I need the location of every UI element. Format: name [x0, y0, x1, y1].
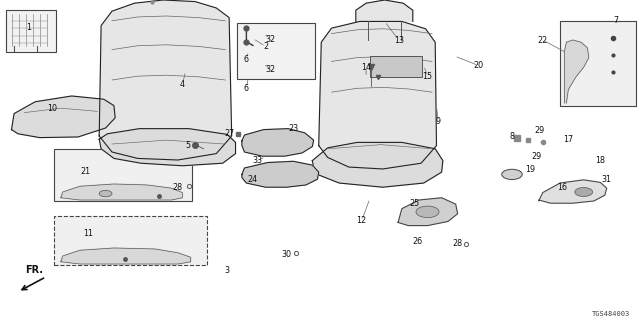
Bar — [6, 10, 56, 52]
Text: 12: 12 — [356, 216, 367, 225]
Text: 6: 6 — [244, 84, 249, 92]
Text: 24: 24 — [248, 175, 258, 184]
Text: 31: 31 — [602, 175, 612, 184]
Circle shape — [416, 206, 439, 218]
Text: 6: 6 — [244, 55, 249, 64]
Bar — [54, 216, 207, 265]
Polygon shape — [61, 184, 182, 200]
Polygon shape — [564, 40, 589, 103]
Polygon shape — [356, 0, 413, 21]
Polygon shape — [12, 96, 115, 138]
Text: 32: 32 — [266, 35, 276, 44]
Text: 1: 1 — [26, 23, 31, 32]
Polygon shape — [99, 0, 232, 160]
Text: 5: 5 — [185, 141, 190, 150]
Text: 18: 18 — [595, 156, 605, 164]
Polygon shape — [61, 248, 191, 264]
Text: 7: 7 — [614, 16, 619, 25]
Polygon shape — [99, 129, 236, 166]
Text: 22: 22 — [538, 36, 548, 44]
Text: 27: 27 — [224, 129, 234, 138]
Bar — [237, 23, 315, 79]
Text: 10: 10 — [47, 104, 58, 113]
Bar — [560, 21, 636, 106]
Text: TGS484003: TGS484003 — [592, 311, 630, 317]
Text: 29: 29 — [531, 152, 541, 161]
Text: 19: 19 — [525, 165, 535, 174]
Polygon shape — [242, 129, 314, 156]
Text: 15: 15 — [422, 72, 433, 81]
Polygon shape — [398, 198, 458, 226]
Text: 16: 16 — [557, 183, 567, 192]
Polygon shape — [539, 180, 607, 203]
Text: 28: 28 — [452, 239, 463, 248]
Circle shape — [502, 169, 522, 180]
Polygon shape — [242, 161, 319, 187]
Text: 20: 20 — [474, 61, 484, 70]
Text: 8: 8 — [509, 132, 515, 140]
Text: 29: 29 — [534, 126, 545, 135]
Bar — [54, 149, 192, 201]
Text: 4: 4 — [180, 80, 185, 89]
Text: 26: 26 — [412, 237, 422, 246]
Text: 25: 25 — [410, 199, 420, 208]
Text: 17: 17 — [563, 135, 573, 144]
Text: FR.: FR. — [25, 265, 43, 275]
Polygon shape — [312, 142, 443, 187]
Circle shape — [99, 190, 112, 197]
Circle shape — [575, 188, 593, 196]
Text: 32: 32 — [266, 65, 276, 74]
Bar — [370, 56, 422, 77]
Text: 30: 30 — [282, 250, 292, 259]
Text: 3: 3 — [225, 266, 230, 275]
Polygon shape — [319, 21, 436, 169]
Text: 11: 11 — [83, 229, 93, 238]
Text: 33: 33 — [252, 156, 262, 165]
Text: 21: 21 — [80, 167, 90, 176]
Text: 23: 23 — [288, 124, 298, 132]
Text: 14: 14 — [361, 63, 371, 72]
Text: 13: 13 — [394, 36, 404, 44]
Text: 28: 28 — [173, 183, 183, 192]
Text: 9: 9 — [436, 117, 441, 126]
Text: 2: 2 — [263, 42, 268, 51]
